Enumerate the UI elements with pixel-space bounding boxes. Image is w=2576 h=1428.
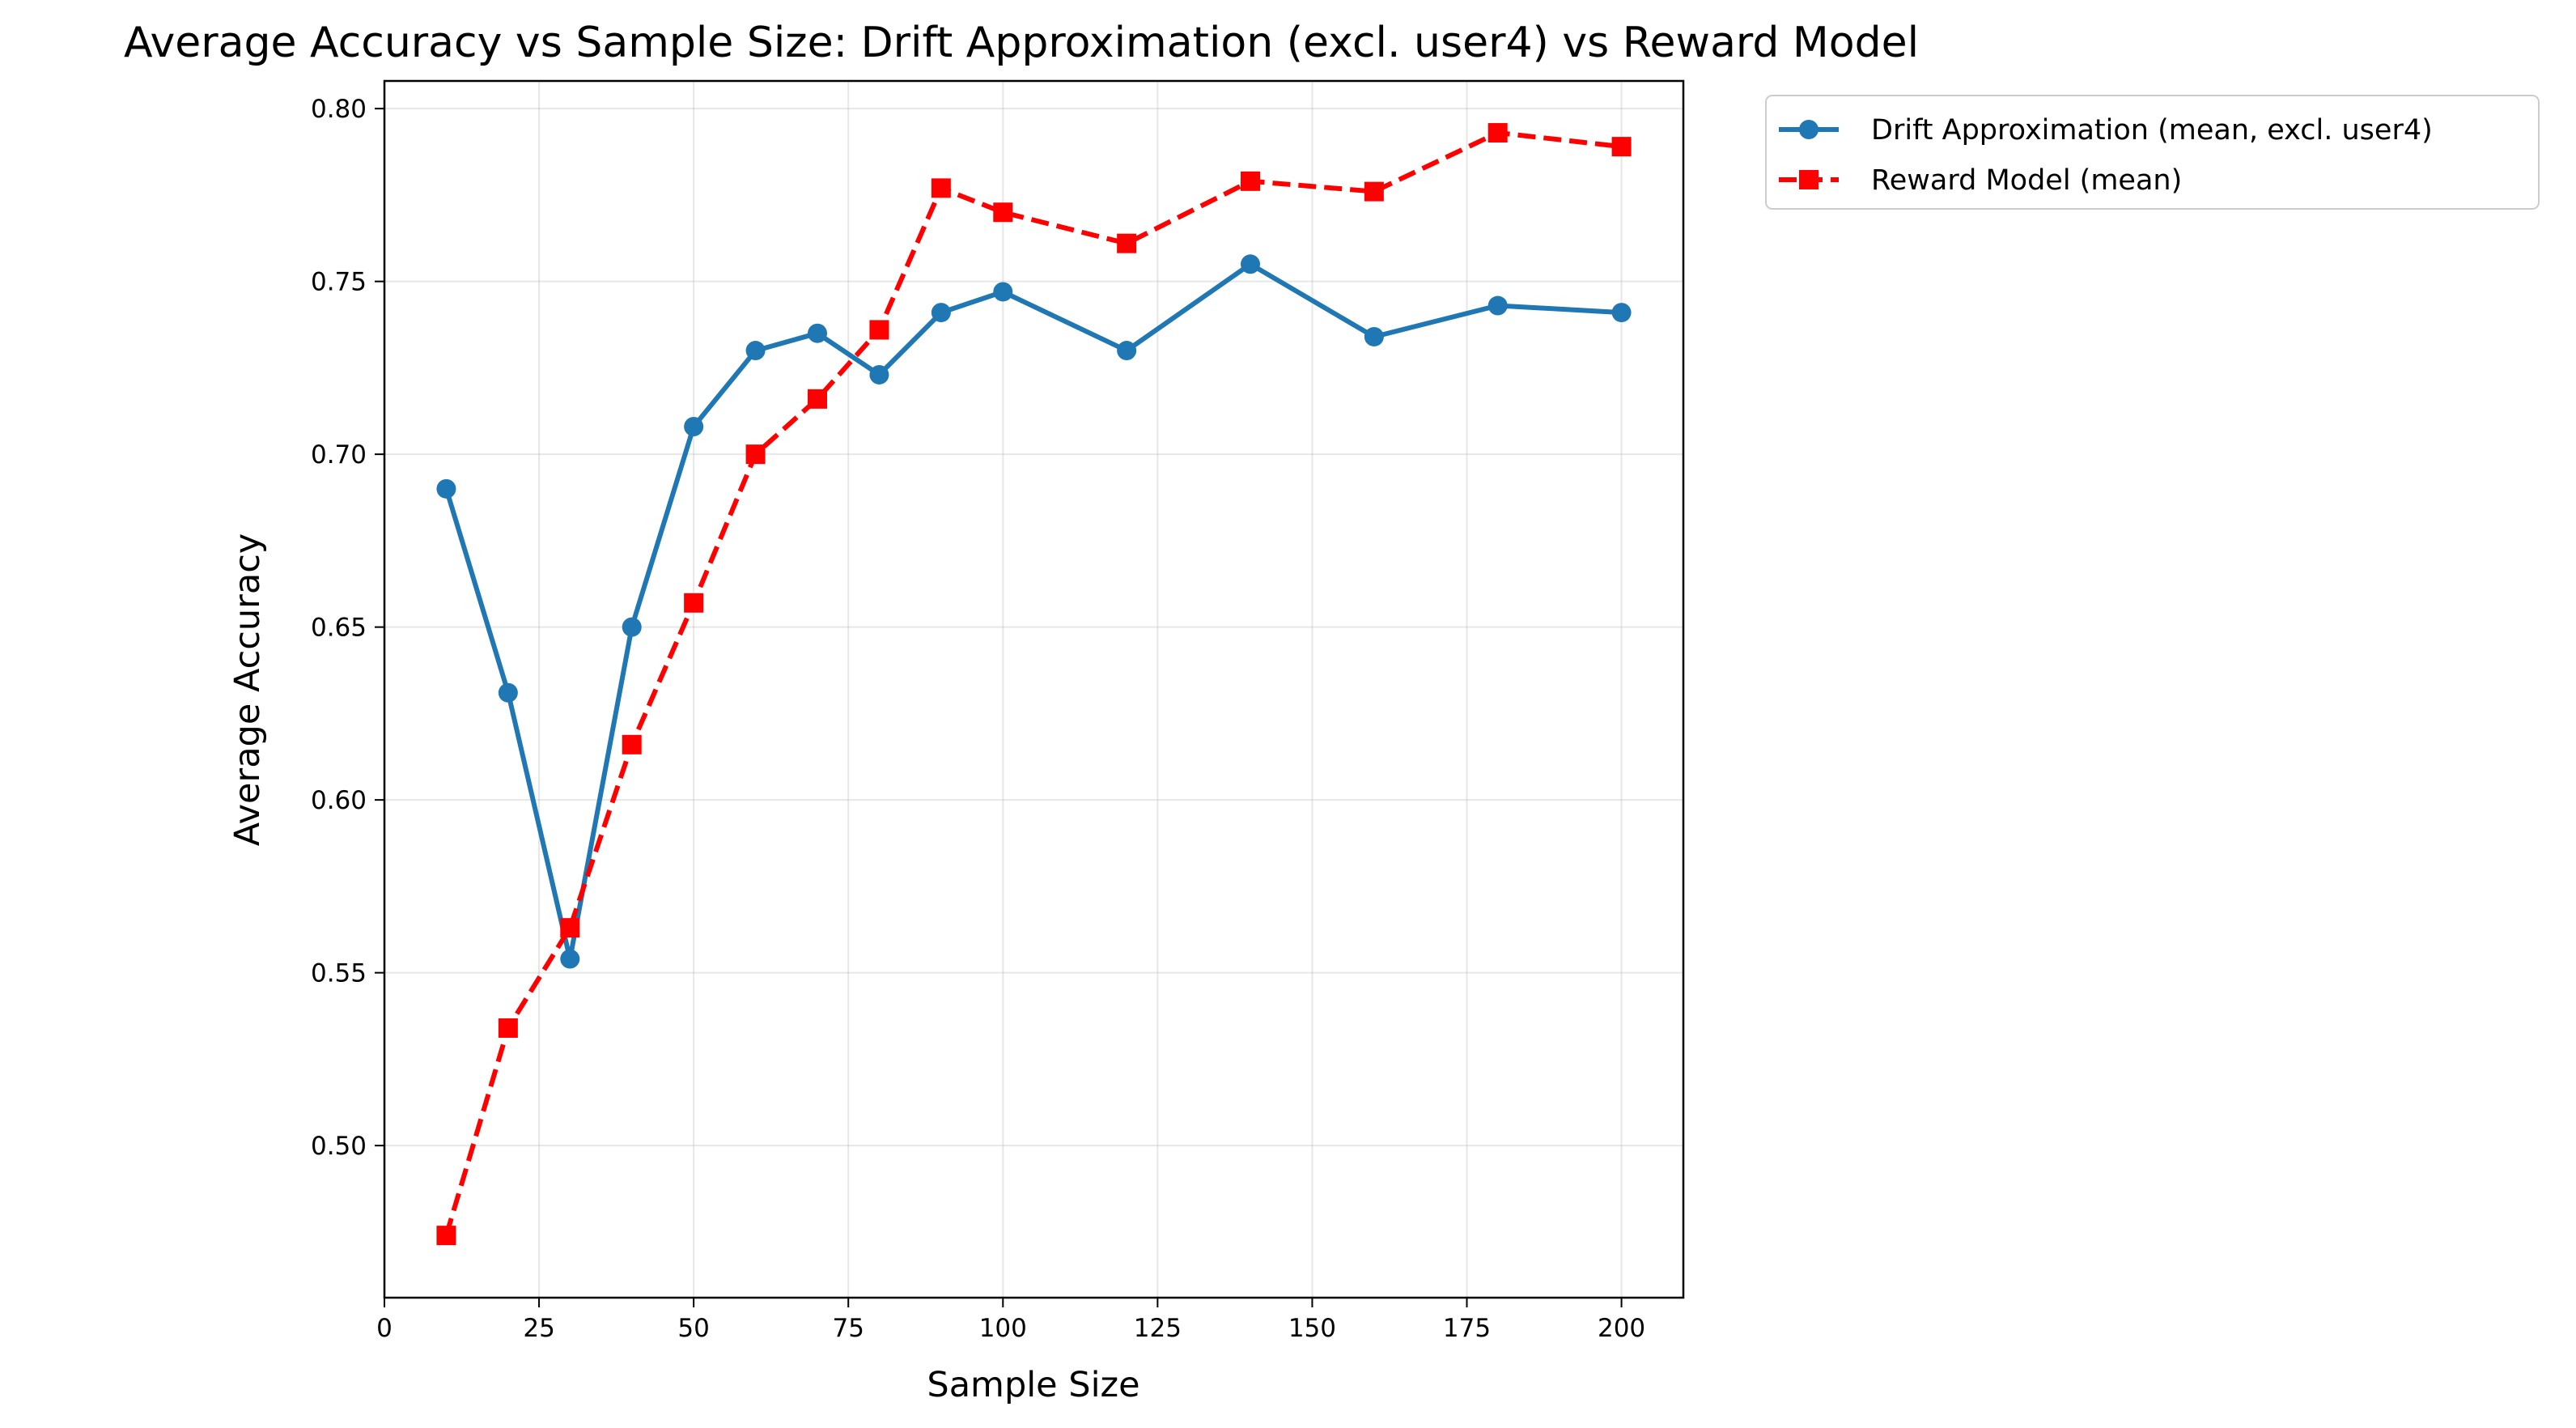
data-point-drift-approximation xyxy=(498,682,518,703)
y-tick-label: 0.50 xyxy=(311,1132,367,1161)
y-tick-label: 0.55 xyxy=(311,959,367,988)
data-point-reward-model xyxy=(684,593,704,613)
y-tick-label: 0.60 xyxy=(311,786,367,815)
legend-marker-reward-model xyxy=(1799,170,1818,189)
data-point-reward-model xyxy=(1364,181,1384,202)
data-point-reward-model xyxy=(560,918,580,938)
x-tick-label: 200 xyxy=(1598,1314,1645,1343)
data-point-drift-approximation xyxy=(1487,295,1508,316)
data-point-reward-model xyxy=(436,1226,456,1246)
legend-item-drift-approximation: Drift Approximation (mean, excl. user4) xyxy=(1779,114,2433,147)
legend: Drift Approximation (mean, excl. user4) R… xyxy=(1765,95,2540,210)
legend-box xyxy=(1765,95,2540,210)
data-point-drift-approximation xyxy=(808,323,827,343)
data-point-drift-approximation xyxy=(1241,254,1260,274)
grid xyxy=(384,81,1683,1298)
x-tick-label: 125 xyxy=(1134,1314,1182,1343)
y-tick-label: 0.75 xyxy=(311,268,367,297)
data-point-drift-approximation xyxy=(869,364,889,385)
x-tick-label: 75 xyxy=(832,1314,864,1343)
series-line-drift-approximation xyxy=(443,261,1622,962)
plot-series xyxy=(436,123,1632,1246)
plot-frame xyxy=(383,79,1685,1299)
data-point-reward-model xyxy=(498,1018,518,1038)
x-axis-title: Sample Size xyxy=(927,1365,1139,1405)
x-tick-label: 50 xyxy=(677,1314,709,1343)
data-point-reward-model xyxy=(1487,123,1508,143)
data-point-reward-model xyxy=(869,320,889,340)
legend-label-drift-approximation: Drift Approximation (mean, excl. user4) xyxy=(1871,114,2433,147)
data-point-reward-model xyxy=(1241,171,1260,191)
axis-ticks: 0 25 50 75 100 125 150 175 200 0.50 0.55 0.60 0.65 0.… xyxy=(311,95,1645,1343)
data-point-reward-model xyxy=(745,444,766,465)
series-drift-approximation xyxy=(436,254,1632,969)
data-point-drift-approximation xyxy=(1364,326,1384,346)
x-tick-label: 150 xyxy=(1288,1314,1336,1343)
data-point-drift-approximation xyxy=(622,617,642,637)
data-point-drift-approximation xyxy=(993,282,1013,302)
x-tick-label: 100 xyxy=(979,1314,1027,1343)
data-point-drift-approximation xyxy=(1117,341,1137,361)
data-point-reward-model xyxy=(1611,137,1632,157)
data-point-reward-model xyxy=(1117,233,1137,253)
chart-title: Average Accuracy vs Sample Size: Drift A… xyxy=(124,19,1919,67)
data-point-drift-approximation xyxy=(1611,303,1632,323)
data-point-drift-approximation xyxy=(745,341,766,361)
x-tick-label: 175 xyxy=(1443,1314,1491,1343)
series-reward-model xyxy=(436,123,1632,1246)
legend-item-reward-model: Reward Model (mean) xyxy=(1779,164,2182,197)
data-point-drift-approximation xyxy=(436,478,456,499)
y-tick-label: 0.70 xyxy=(311,440,367,470)
x-tick-label: 25 xyxy=(523,1314,554,1343)
legend-label-reward-model: Reward Model (mean) xyxy=(1871,164,2182,197)
data-point-reward-model xyxy=(993,202,1013,223)
y-tick-label: 0.80 xyxy=(311,95,367,124)
data-point-drift-approximation xyxy=(684,416,704,436)
data-point-reward-model xyxy=(808,389,827,409)
legend-marker-drift-approximation xyxy=(1799,120,1818,139)
x-tick-label: 0 xyxy=(376,1314,393,1343)
y-axis-title: Average Accuracy xyxy=(227,533,268,847)
data-point-drift-approximation xyxy=(560,949,580,969)
y-tick-label: 0.65 xyxy=(311,614,367,643)
data-point-drift-approximation xyxy=(931,303,951,323)
data-point-reward-model xyxy=(622,734,642,754)
data-point-reward-model xyxy=(931,178,951,198)
